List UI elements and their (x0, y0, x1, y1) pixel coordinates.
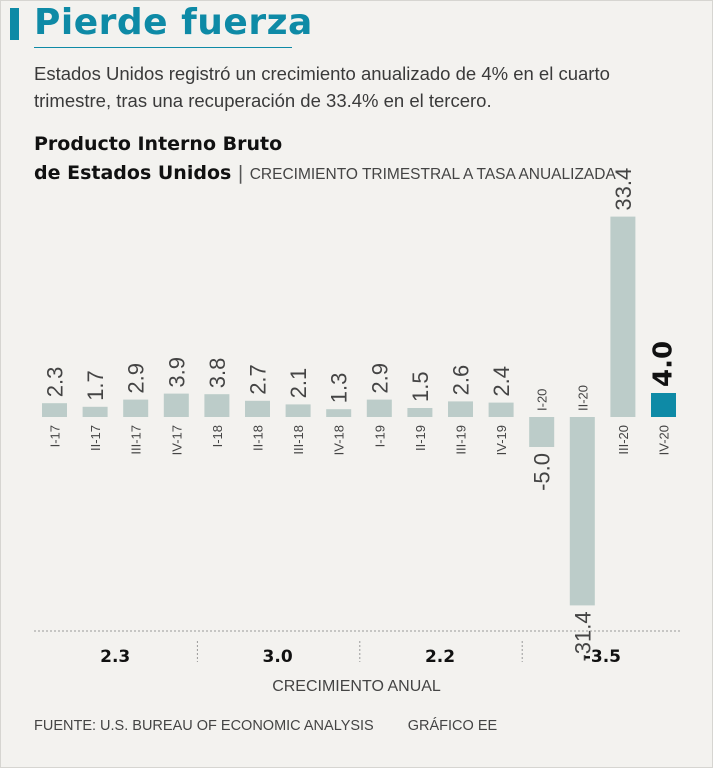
bar-III-19 (448, 401, 473, 417)
bar-I-20 (529, 417, 555, 447)
value-label-II-20: -31.4 (570, 611, 595, 661)
headline-rule (34, 47, 292, 48)
bar-IV-19 (488, 402, 514, 417)
bar-IV-20 (651, 393, 676, 417)
value-label-I-17: 2.3 (43, 367, 68, 398)
chart-subtitle: CRECIMIENTO TRIMESTRAL A TASA ANUALIZADA (249, 166, 616, 183)
category-label-IV-17: IV-17 (169, 425, 184, 455)
value-label-I-19: 2.9 (367, 363, 392, 394)
bar-II-20 (569, 417, 595, 606)
value-label-II-19: 1.5 (408, 371, 433, 402)
value-label-III-17: 2.9 (124, 363, 149, 394)
chart-title-separator: | (237, 162, 244, 184)
annual-value-2018: 3.0 (263, 647, 293, 667)
category-label-III-17: III-17 (129, 425, 144, 455)
bar-III-20 (610, 216, 636, 417)
annual-growth-caption: CRECIMIENTO ANUAL (272, 678, 441, 695)
value-label-II-17: 1.7 (83, 370, 108, 401)
category-label-II-18: II-18 (251, 425, 266, 451)
category-label-I-19: I-19 (372, 425, 387, 447)
category-label-IV-20: IV-20 (657, 425, 672, 455)
chart-title-line2: de Estados Unidos | CRECIMIENTO TRIMESTRAL… (34, 162, 616, 184)
bar-I-18 (204, 394, 230, 417)
value-label-IV-17: 3.9 (164, 357, 189, 388)
value-label-IV-18: 1.3 (327, 373, 352, 404)
category-label-IV-18: IV-18 (332, 425, 347, 455)
bar-I-17 (42, 403, 67, 417)
credit-note: GRÁFICO EE (407, 718, 498, 734)
chart-title-line1: Producto Interno Bruto (34, 133, 283, 155)
category-label-III-19: III-19 (454, 425, 469, 455)
category-label-I-20: I-20 (535, 389, 550, 411)
annual-value-2017: 2.3 (100, 647, 130, 667)
value-label-IV-20: 4.0 (649, 341, 679, 387)
category-label-I-17: I-17 (48, 425, 63, 447)
bar-III-18 (285, 404, 311, 417)
source-note: FUENTE: U.S. BUREAU OF ECONOMIC ANALYSIS (34, 718, 374, 734)
value-label-III-20: 33.4 (611, 168, 636, 211)
bar-II-19 (407, 408, 433, 417)
value-label-IV-19: 2.4 (489, 366, 514, 397)
category-label-II-19: II-19 (413, 425, 428, 451)
category-label-II-20: II-20 (575, 385, 590, 411)
annual-value-2019: 2.2 (425, 647, 455, 667)
value-label-III-18: 2.1 (286, 368, 311, 399)
category-label-II-17: II-17 (88, 425, 103, 451)
subtitle: Estados Unidos registró un crecimiento a… (34, 63, 610, 111)
bar-IV-18 (326, 409, 352, 417)
category-label-III-20: III-20 (616, 425, 631, 455)
value-label-I-18: 3.8 (205, 358, 230, 389)
bar-III-17 (123, 399, 149, 417)
chart-title-line2-text: de Estados Unidos (34, 162, 232, 184)
category-label-III-18: III-18 (291, 425, 306, 455)
category-label-I-18: I-18 (210, 425, 225, 447)
bar-II-18 (245, 400, 270, 417)
value-label-I-20: -5.0 (530, 453, 555, 491)
category-label-IV-19: IV-19 (494, 425, 509, 455)
headline-accent-bar (10, 8, 19, 40)
bar-II-17 (82, 406, 108, 417)
value-label-III-19: 2.6 (449, 365, 474, 396)
bar-I-19 (366, 399, 392, 417)
footer: FUENTE: U.S. BUREAU OF ECONOMIC ANALYSIS… (34, 718, 497, 734)
annual-value-2020: -3.5 (584, 647, 621, 667)
value-label-II-18: 2.7 (246, 364, 271, 395)
bar-IV-17 (163, 393, 189, 417)
headline: Pierde fuerza (34, 2, 313, 43)
